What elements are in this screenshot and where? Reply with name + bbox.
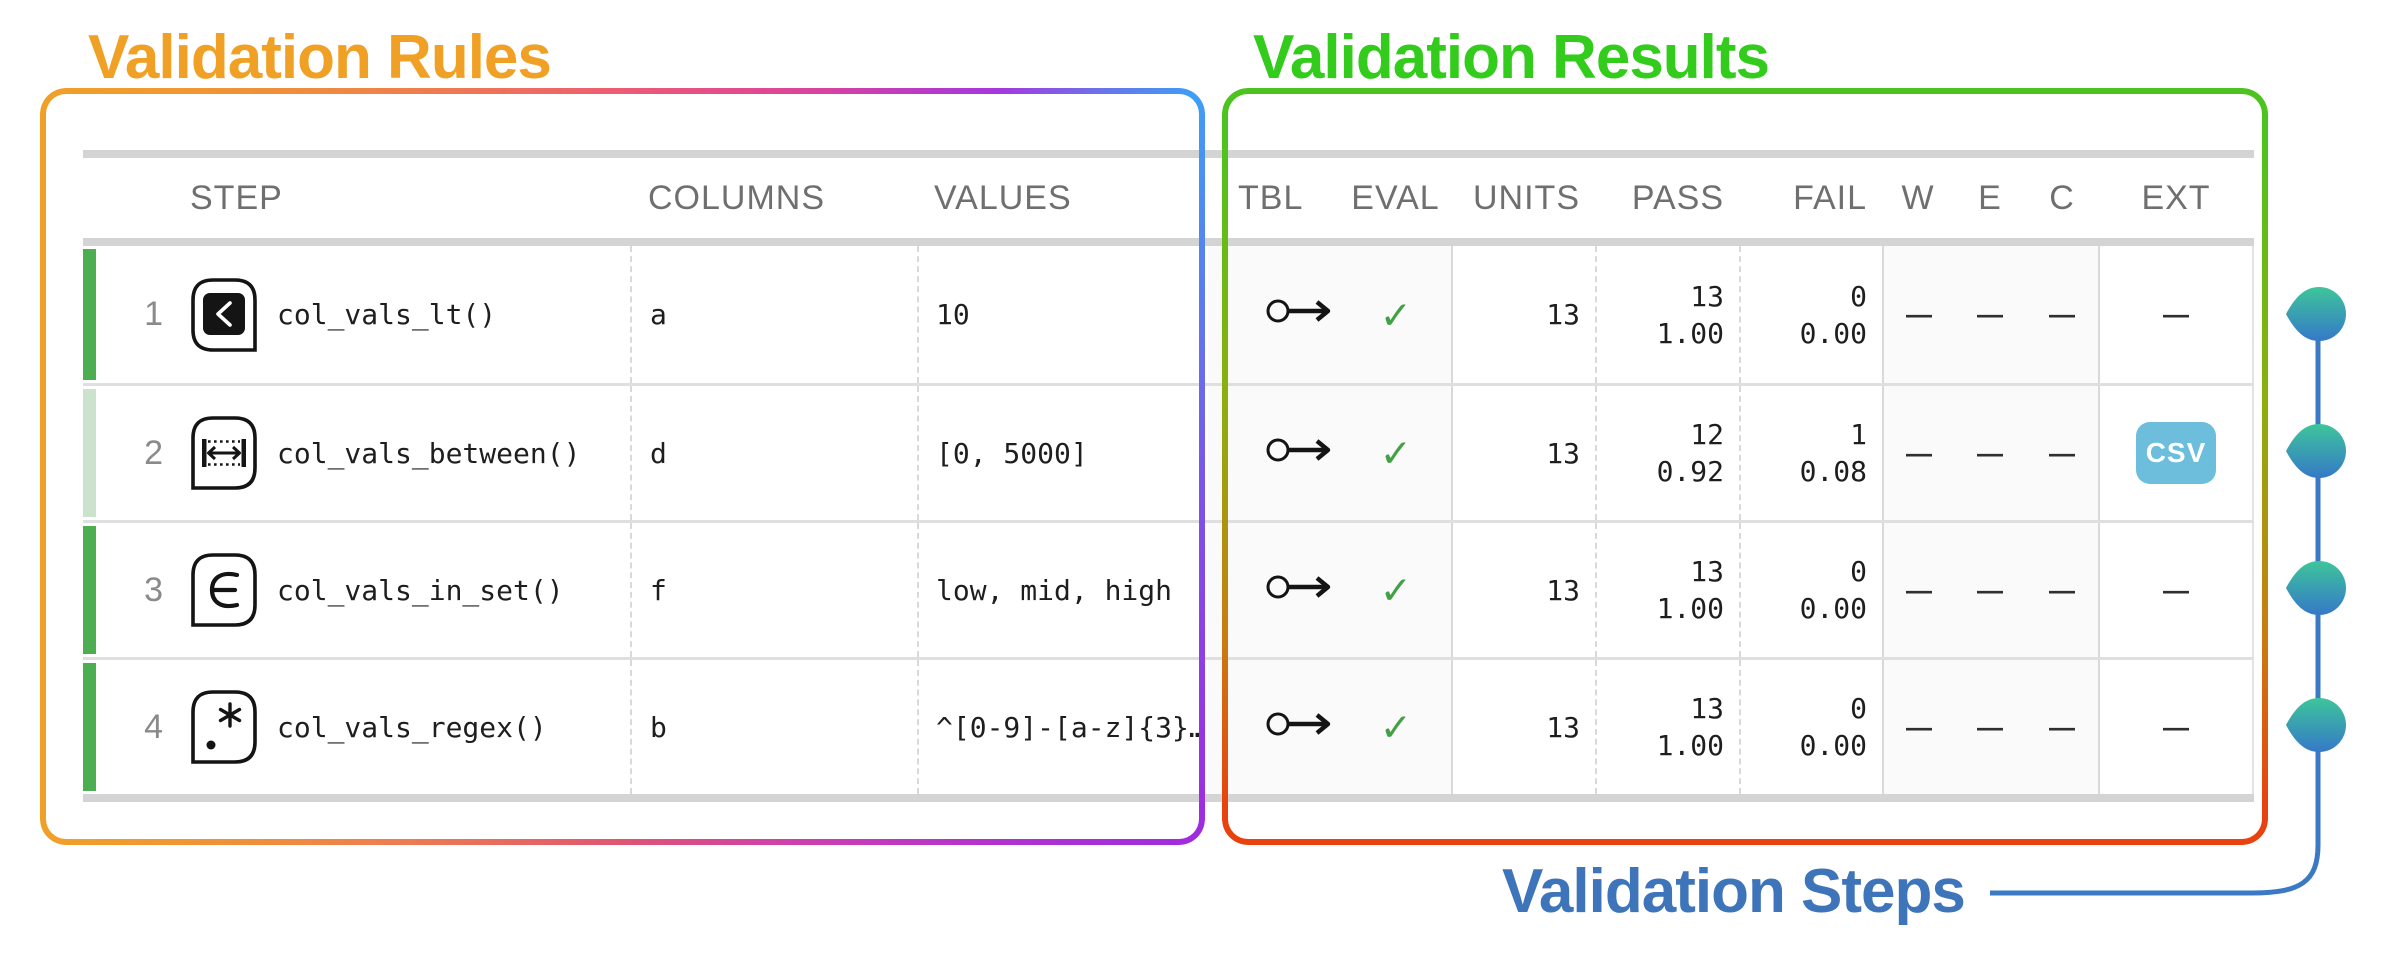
error-cell: — [1977,437,2003,468]
values-cell: ^[0-9]-[a-z]{3}… [917,660,1208,794]
col-vals-in-set-icon [189,551,259,629]
column-header-step: STEP [190,178,283,217]
error-cell: — [1977,574,2003,605]
table-header-rule [83,238,2254,246]
critical-cell: — [2049,437,2075,468]
fail-fraction: 0.00 [1799,316,1867,350]
table-row: 1 col_vals_lt() a 10 ✓ 13 [83,246,2254,383]
units-cell: 13 [1451,386,1595,520]
validation-fn-label: col_vals_regex() [277,710,547,744]
step-marker [2286,561,2346,615]
pass-indicator-bar [83,526,96,654]
pass-count: 12 [1690,418,1724,451]
validation-steps-title: Validation Steps [1502,857,1966,926]
pass-indicator-bar [83,389,96,517]
columns-cell: f [630,523,917,657]
eval-check-icon: ✓ [1382,564,1409,615]
column-header-e: E [1978,178,2002,217]
extract-cell: — [2163,299,2189,329]
validation-fn-label: col_vals_between() [277,436,581,470]
eval-check-icon: ✓ [1382,701,1409,752]
values-cell: [0, 5000] [917,386,1208,520]
column-header-pass: PASS [1631,178,1724,217]
column-header-c: C [2049,178,2075,217]
fail-fraction: 0.00 [1799,729,1867,762]
column-header-units: UNITS [1473,178,1580,217]
pass-fraction: 1.00 [1656,592,1724,625]
table-bottom-rule [83,794,2254,802]
pass-count: 13 [1690,279,1724,313]
csv-export-badge[interactable]: CSV [2136,422,2216,484]
warn-cell: — [1906,299,1932,329]
col-vals-lt-icon [189,276,259,354]
eval-check-icon: ✓ [1382,288,1409,340]
pass-fraction: 1.00 [1656,316,1724,350]
fail-count: 0 [1850,555,1867,588]
validation-fn-label: col_vals_lt() [277,298,497,331]
columns-cell: b [630,660,917,794]
column-header-values: VALUES [934,178,1072,217]
values-cell: 10 [917,246,1208,383]
table-header-row: STEP COLUMNS VALUES TBL EVAL UNITS PASS … [83,158,2254,238]
col-vals-between-icon [189,414,259,492]
column-header-columns: COLUMNS [648,178,826,217]
warn-cell: — [1906,711,1932,742]
extract-cell: — [2163,711,2189,742]
column-header-fail: FAIL [1793,178,1867,217]
critical-cell: — [2049,299,2075,329]
table-arrow-icon [1265,430,1343,477]
validation-results-title: Validation Results [1253,23,1770,92]
pass-count: 13 [1690,692,1724,725]
columns-cell: d [630,386,917,520]
table-row: 4 col_vals_regex() b ^[0-9]-[a-z]{3}… [83,657,2254,794]
step-marker [2286,698,2346,752]
fail-count: 0 [1850,279,1867,313]
column-header-w: W [1901,178,1935,217]
column-header-tbl: TBL [1238,178,1304,217]
step-marker [2286,424,2346,478]
pass-count: 13 [1690,555,1724,588]
fail-count: 1 [1850,418,1867,451]
table-arrow-icon [1265,567,1343,614]
fail-fraction: 0.08 [1799,455,1867,488]
table-arrow-icon [1265,291,1343,338]
warn-cell: — [1906,437,1932,468]
error-cell: — [1977,299,2003,329]
col-vals-regex-icon [189,688,259,766]
units-cell: 13 [1451,523,1595,657]
fail-count: 0 [1850,692,1867,725]
table-row: 2 col_vals_between() [83,383,2254,520]
validation-fn-label: col_vals_in_set() [277,573,564,607]
warn-cell: — [1906,574,1932,605]
pass-fraction: 0.92 [1656,455,1724,488]
table-top-rule [83,150,2254,158]
critical-cell: — [2049,574,2075,605]
pass-indicator-bar [83,249,96,380]
table-arrow-icon [1265,704,1343,751]
step-marker [2286,287,2346,341]
fail-fraction: 0.00 [1799,592,1867,625]
extract-cell: — [2163,574,2189,605]
values-cell: low, mid, high [917,523,1208,657]
table-body: 1 col_vals_lt() a 10 ✓ 13 [83,246,2254,794]
validation-rules-title: Validation Rules [88,23,552,92]
pass-fraction: 1.00 [1656,729,1724,762]
table-row: 3 col_vals_in_set() f low, mid, high [83,520,2254,657]
eval-check-icon: ✓ [1382,427,1409,478]
error-cell: — [1977,711,2003,742]
column-header-eval: EVAL [1351,178,1440,217]
pass-indicator-bar [83,663,96,791]
column-header-ext: EXT [2141,178,2211,217]
units-cell: 13 [1451,246,1595,383]
units-cell: 13 [1451,660,1595,794]
columns-cell: a [630,246,917,383]
critical-cell: — [2049,711,2075,742]
